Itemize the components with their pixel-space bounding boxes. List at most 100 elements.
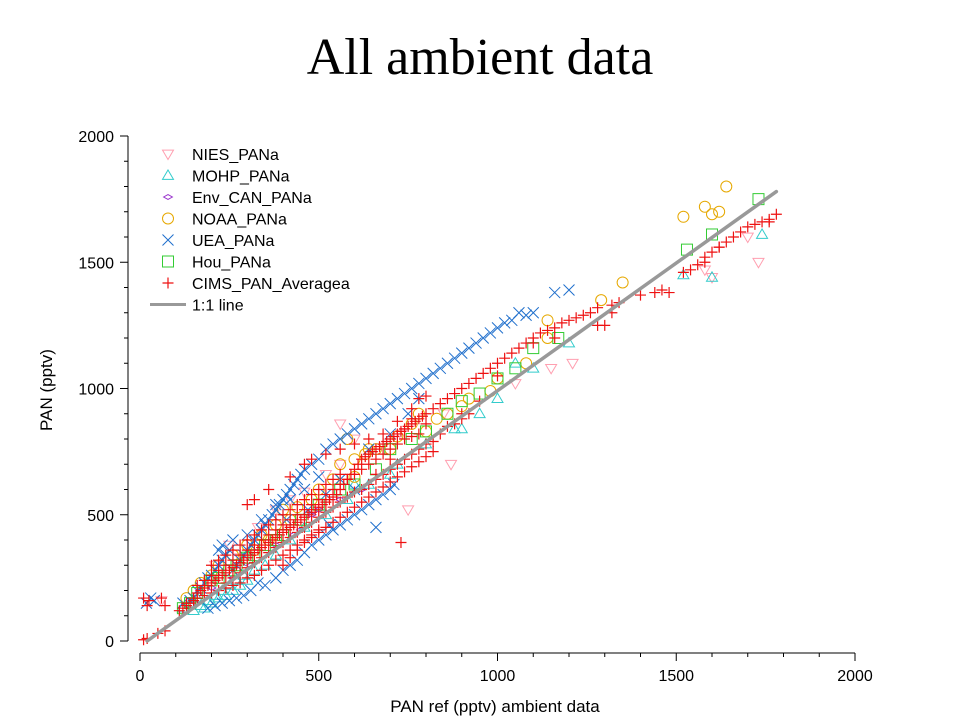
legend-entry: Env_CAN_PANa: [162, 190, 312, 207]
data-point: [566, 358, 579, 370]
y-tick-label: 1000: [78, 382, 114, 399]
data-point: [534, 327, 546, 339]
data-point: [420, 408, 432, 420]
data-point: [270, 514, 282, 526]
legend-symbol: [162, 234, 174, 246]
data-point: [473, 407, 486, 419]
data-point: [370, 453, 382, 465]
data-point: [456, 383, 468, 394]
data-point: [306, 499, 318, 511]
data-point: [663, 287, 675, 299]
data-point: [506, 347, 518, 359]
data-point: [527, 337, 539, 349]
data-point: [237, 589, 250, 602]
tick-labels: 0 500 1000 1500 2000 0 500 1000 1500 2000: [78, 129, 872, 685]
data-point: [349, 468, 360, 480]
data-point: [241, 544, 253, 556]
legend-label: Env_CAN_PANa: [192, 190, 312, 207]
data-point: [284, 471, 296, 483]
data-point: [377, 488, 389, 501]
data-point: [405, 382, 418, 395]
data-point: [155, 592, 167, 604]
x-tick-label: 2000: [837, 668, 873, 685]
data-point: [491, 322, 504, 334]
data-point: [291, 539, 303, 551]
legend-label: Hou_PANa: [192, 255, 271, 272]
data-point: [355, 503, 368, 516]
data-point: [227, 534, 239, 546]
data-point: [248, 569, 260, 581]
data-point: [441, 407, 454, 420]
data-point: [463, 377, 475, 389]
series-UEA_PANa: [140, 284, 575, 615]
data-point: [312, 471, 325, 483]
data-point: [544, 363, 558, 375]
data-point: [263, 484, 275, 495]
data-point: [616, 276, 629, 289]
data-point: [143, 595, 155, 607]
data-point: [455, 422, 469, 434]
data-point: [334, 511, 346, 523]
data-point: [362, 412, 375, 425]
data-point: [284, 559, 297, 572]
data-point: [492, 357, 503, 369]
data-point: [298, 504, 310, 516]
data-point: [463, 342, 475, 354]
data-point: [334, 518, 347, 531]
data-point: [570, 312, 582, 324]
data-point: [763, 216, 775, 228]
data-point: [313, 494, 325, 506]
data-point: [377, 428, 389, 440]
data-point: [384, 443, 396, 455]
data-point: [256, 534, 268, 546]
data-point: [384, 397, 397, 410]
legend-symbol: [162, 193, 174, 201]
data-point: [677, 268, 690, 280]
data-point: [348, 434, 361, 446]
data-point: [327, 516, 339, 528]
legend-entry: MOHP_PANa: [161, 169, 290, 186]
data-point: [348, 423, 361, 435]
data-point: [484, 327, 497, 339]
x-tick-label: 1000: [480, 668, 516, 685]
data-point: [391, 415, 403, 427]
data-point: [312, 453, 325, 466]
data-point: [413, 393, 425, 405]
data-point: [370, 521, 382, 534]
data-point: [255, 513, 268, 526]
data-point: [384, 453, 396, 465]
data-point: [391, 471, 403, 483]
data-point: [263, 519, 275, 531]
x-tick-label: 500: [305, 668, 332, 685]
data-point: [477, 367, 489, 379]
data-point: [306, 489, 318, 501]
data-point: [556, 317, 568, 329]
data-point: [206, 569, 217, 581]
data-point: [398, 387, 411, 400]
data-point: [455, 395, 468, 408]
data-point: [720, 180, 733, 193]
data-point: [677, 210, 690, 223]
data-point: [209, 599, 221, 612]
data-point: [491, 392, 504, 403]
data-point: [220, 559, 232, 571]
x-tick-label: 0: [136, 668, 145, 685]
data-point: [406, 430, 418, 442]
data-point: [412, 377, 425, 390]
data-point: [434, 362, 447, 375]
data-point: [477, 332, 490, 344]
data-point: [206, 559, 217, 571]
data-point: [705, 270, 719, 282]
data-point: [298, 534, 310, 546]
plot-markers: [138, 180, 782, 646]
data-point: [334, 478, 346, 490]
data-point: [356, 463, 368, 475]
data-point: [320, 489, 332, 501]
legend-label: 1:1 line: [192, 298, 244, 315]
data-point: [333, 459, 347, 471]
data-point: [327, 484, 339, 495]
data-point: [234, 539, 246, 551]
legend-label: NOAA_PANa: [192, 212, 287, 229]
data-point: [427, 403, 439, 415]
